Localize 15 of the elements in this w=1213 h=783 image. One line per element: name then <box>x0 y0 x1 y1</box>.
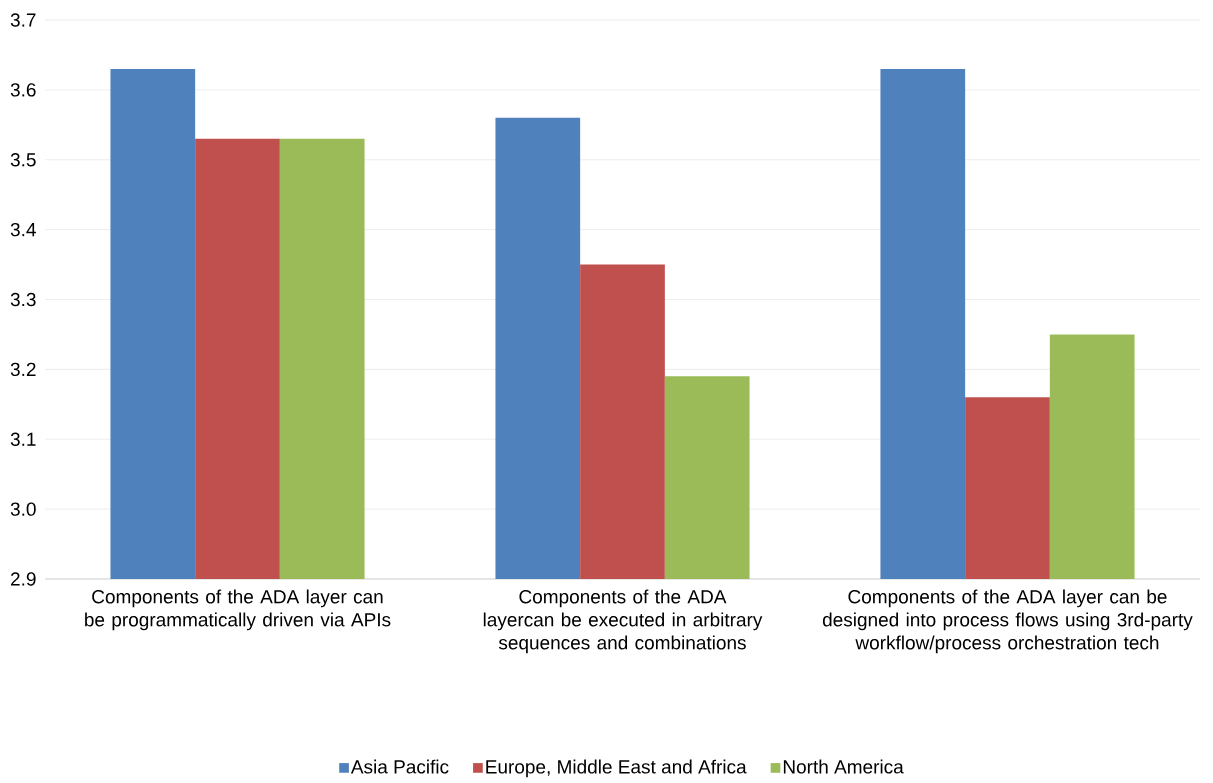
legend-label: Asia Pacific <box>350 759 449 774</box>
y-tick-label: 3.5 <box>10 153 36 167</box>
y-tick-label: 3.3 <box>10 292 36 307</box>
y-tick-label: 3.1 <box>10 432 36 446</box>
x-tick-label: Components of the ADA layercan be executed in arbitrary sequences and combinations <box>483 589 763 654</box>
y-tick-label: 2.9 <box>11 572 36 586</box>
x-tick-label: Components of the ADA layer can be designed into process flows using 3rd-party workflow/process orchestration tech <box>822 589 1193 654</box>
legend-label: North America <box>783 759 904 774</box>
y-tick-label: 3.6 <box>10 83 36 97</box>
y-tick-label: 3.4 <box>10 222 36 237</box>
y-tick-label: 3.0 <box>10 502 36 516</box>
y-tick-label: 3.7 <box>10 13 36 27</box>
y-tick-label: 3.2 <box>10 362 36 377</box>
legend-label: Europe, Middle East and Africa <box>486 759 747 778</box>
x-tick-label: Components of the ADA layer can be programmatically driven via APIs <box>85 589 391 631</box>
